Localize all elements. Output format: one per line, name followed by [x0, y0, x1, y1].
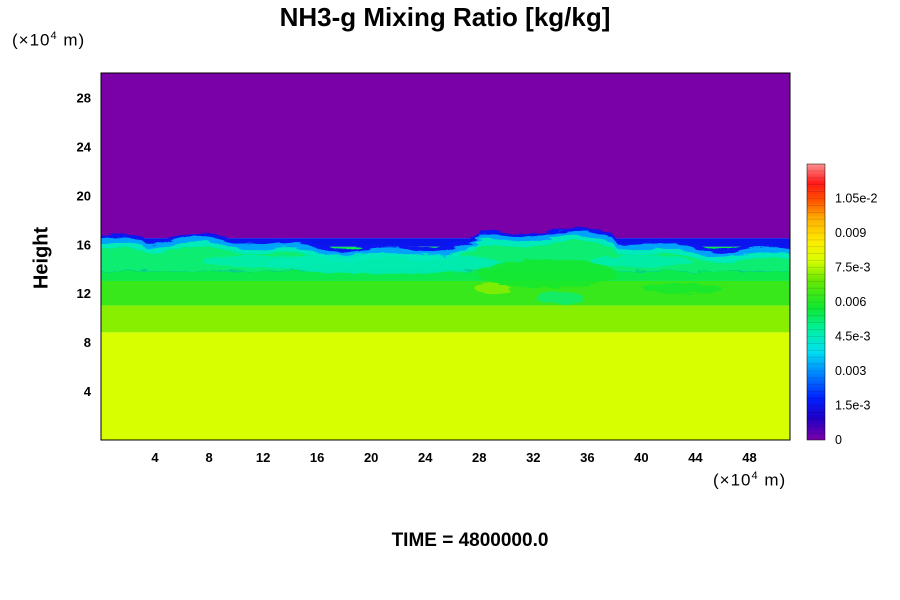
x-tick-label-8: 36 [580, 450, 594, 465]
x-tick-label-6: 28 [472, 450, 486, 465]
x-axis-ticks: 4 8 12 16 20 24 28 32 36 40 44 48 [151, 450, 756, 465]
x-tick-label-0: 4 [151, 450, 159, 465]
x-tick-label-4: 20 [364, 450, 378, 465]
y-tick-label-2: 12 [77, 286, 91, 301]
y-tick-label-5: 24 [77, 139, 92, 154]
y-axis-ticks: 4 8 12 16 20 24 28 [77, 90, 92, 399]
mixed-yellow-spot [474, 283, 511, 294]
y-tick-label-0: 4 [84, 384, 92, 399]
x-tick-label-5: 24 [418, 450, 433, 465]
colorbar-tick-label-2: 0.003 [835, 364, 866, 378]
mixed-green-2 [536, 292, 585, 305]
chart-title: NH3-g Mixing Ratio [kg/kg] [279, 2, 611, 32]
colorbar-tick-label-7: 1.05e-2 [835, 192, 877, 206]
cyan-plume-2 [203, 255, 324, 268]
cyan-plume-1 [264, 253, 505, 274]
x-unit-suffix: m) [758, 470, 787, 490]
plot-frame [100, 72, 791, 441]
field-layer-4 [101, 73, 790, 239]
x-tick-label-11: 48 [742, 450, 756, 465]
y-tick-label-4: 20 [77, 188, 91, 203]
y-tick-label-3: 16 [77, 237, 91, 252]
y-axis-unit: (×104 m) [12, 30, 85, 51]
heatmap-field [101, 73, 790, 440]
y-unit-exponent: 4 [50, 30, 58, 42]
x-unit-exponent: 4 [751, 470, 759, 482]
x-tick-label-1: 8 [205, 450, 212, 465]
x-tick-label-2: 12 [256, 450, 270, 465]
field-layer-1 [101, 305, 790, 333]
field-layer-0 [101, 332, 790, 440]
mixed-green-3 [641, 283, 722, 294]
cyan-plume-3 [591, 255, 692, 268]
colorbar: 0 1.5e-3 0.003 4.5e-3 0.006 7.5e-3 0.009 1.05e-… [806, 163, 877, 447]
x-axis-unit: (×104 m) [713, 470, 786, 491]
y-tick-label-6: 28 [77, 90, 91, 105]
y-unit-suffix: m) [57, 30, 86, 50]
x-tick-label-3: 16 [310, 450, 324, 465]
x-tick-label-9: 40 [634, 450, 648, 465]
colorbar-tick-label-6: 0.009 [835, 226, 866, 240]
time-label: TIME = 4800000.0 [391, 530, 549, 551]
field-boundary-band [101, 238, 790, 247]
y-tick-label-1: 8 [84, 335, 91, 350]
x-tick-label-7: 32 [526, 450, 540, 465]
x-unit-prefix: (×10 [713, 470, 752, 490]
y-unit-prefix: (×10 [12, 30, 51, 50]
x-tick-label-10: 44 [688, 450, 703, 465]
colorbar-tick-label-4: 0.006 [835, 295, 866, 309]
colorbar-gradient [806, 163, 826, 441]
colorbar-tick-label-1: 1.5e-3 [835, 399, 870, 413]
mixed-green-1 [476, 259, 617, 288]
colorbar-tick-label-5: 7.5e-3 [835, 261, 870, 275]
colorbar-tick-label-0: 0 [835, 433, 842, 447]
colorbar-tick-label-3: 4.5e-3 [835, 330, 870, 344]
